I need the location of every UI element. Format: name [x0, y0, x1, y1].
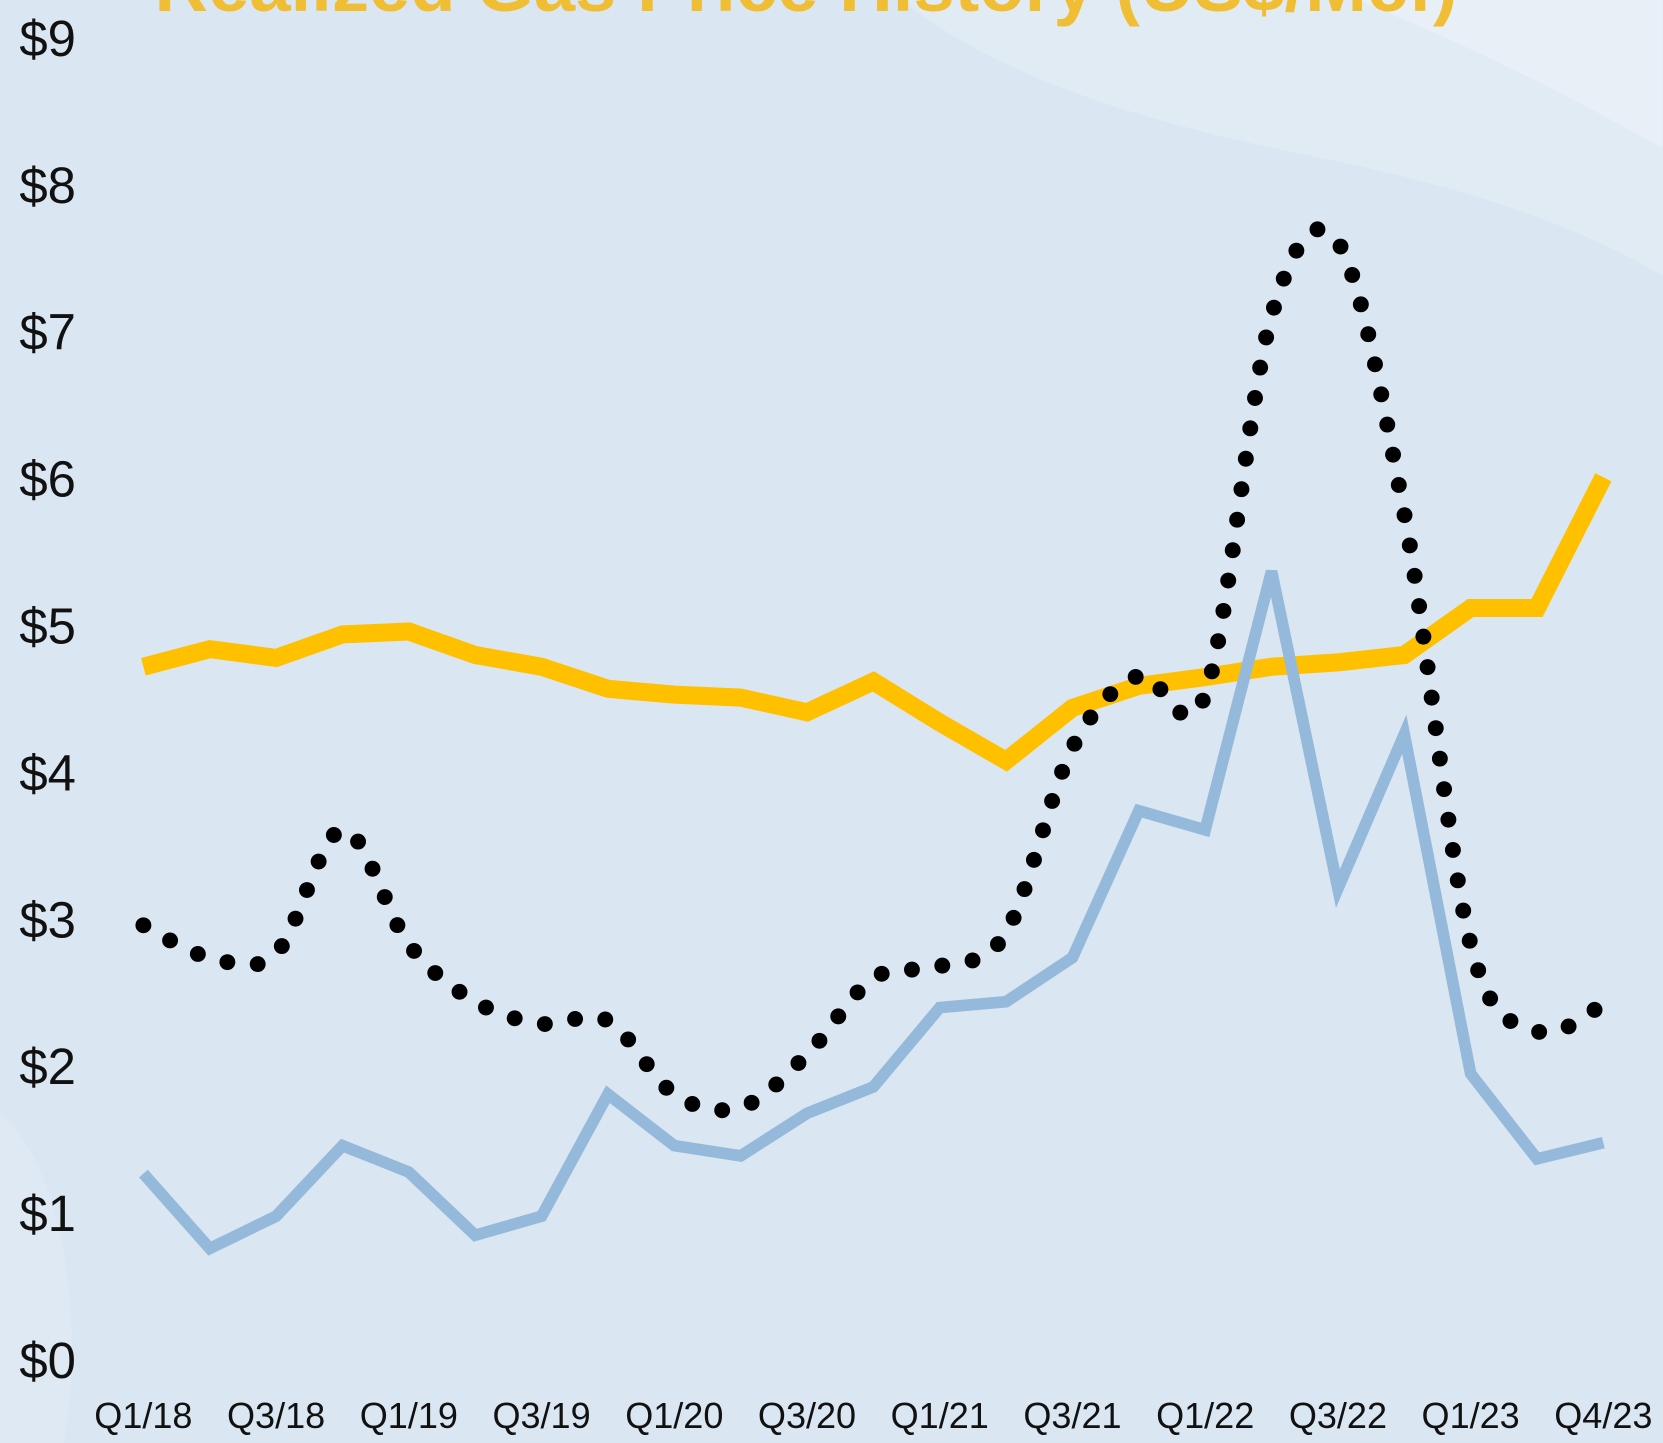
y-tick-label: $0 — [19, 1332, 76, 1389]
y-tick-label: $6 — [19, 451, 76, 508]
y-tick-label: $8 — [19, 157, 76, 214]
y-tick-label: $3 — [19, 891, 76, 948]
x-tick-label: Q1/19 — [360, 1395, 458, 1436]
y-tick-label: $9 — [19, 10, 76, 67]
background-shape — [901, 0, 1663, 276]
background-shape — [0, 1113, 72, 1443]
y-tick-label: $2 — [19, 1038, 76, 1095]
x-tick-label: Q1/21 — [891, 1395, 989, 1436]
series-line — [135, 221, 1612, 1119]
plot-area: $0 $1 $2 $3 $4 $5 $6 $7 $8 $9 Q1/18 Q3/18 Q1/19 Q3/19… — [19, 10, 1652, 1436]
series-line — [139, 569, 1605, 1256]
x-tick-label: Q3/20 — [758, 1395, 856, 1436]
y-tick-label: $4 — [19, 744, 76, 801]
background-shape — [1357, 0, 1663, 149]
x-tick-label: Q4/23 — [1554, 1395, 1652, 1436]
x-tick-label: Q3/19 — [492, 1395, 590, 1436]
x-tick-label: Q1/23 — [1422, 1395, 1520, 1436]
chart-title: Realized Gas Price History (US$/Mcf) — [154, 0, 1457, 27]
x-tick-label: Q1/22 — [1156, 1395, 1254, 1436]
y-tick-label: $1 — [19, 1185, 76, 1242]
x-tick-label: Q3/22 — [1289, 1395, 1387, 1436]
y-tick-label: $7 — [19, 304, 76, 361]
y-tick-label: $5 — [19, 597, 76, 654]
x-tick-label: Q1/18 — [94, 1395, 192, 1436]
x-tick-label: Q3/21 — [1023, 1395, 1121, 1436]
x-tick-label: Q3/18 — [227, 1395, 325, 1436]
x-tick-label: Q1/20 — [625, 1395, 723, 1436]
series-line — [141, 473, 1612, 772]
